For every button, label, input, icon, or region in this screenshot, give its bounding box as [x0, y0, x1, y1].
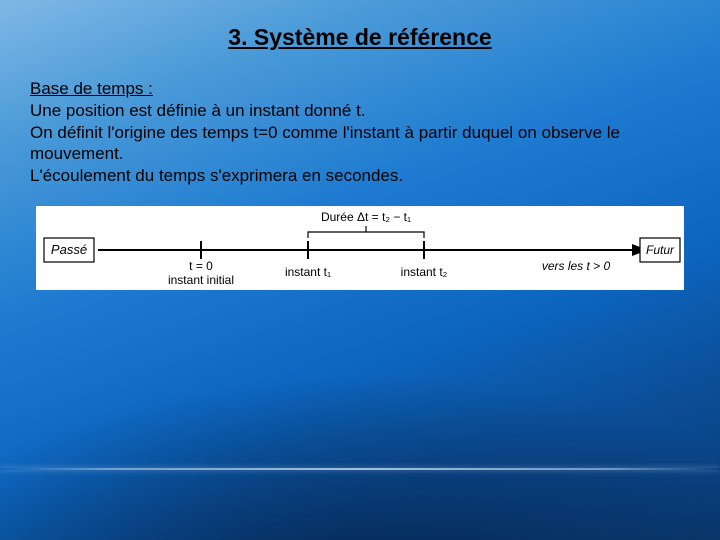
past-box-label: Passé: [51, 242, 87, 257]
right-caption: vers les t > 0: [542, 259, 611, 273]
future-box-label: Futur: [646, 243, 675, 257]
duration-label: Durée Δt = t₂ − t₁: [321, 210, 411, 224]
timeline-svg: Passé t = 0 instant initial instant t₁ i…: [36, 206, 684, 290]
tick-t1-bottom: instant t₁: [285, 265, 331, 279]
body-line-1: Une position est définie à un instant do…: [30, 101, 366, 120]
tick-t0-bottom: instant initial: [168, 273, 234, 287]
slide-title: 3. Système de référence: [0, 24, 720, 51]
tick-t2-bottom: instant t₂: [401, 265, 448, 279]
body-line-3: L'écoulement du temps s'exprimera en sec…: [30, 166, 403, 185]
body-line-2: On définit l'origine des temps t=0 comme…: [30, 123, 620, 164]
timeline-diagram: Passé t = 0 instant initial instant t₁ i…: [36, 206, 684, 290]
duration-connector: [308, 232, 424, 238]
slide-body: Base de temps : Une position est définie…: [30, 78, 690, 187]
slide: 3. Système de référence Base de temps : …: [0, 0, 720, 540]
body-heading: Base de temps :: [30, 79, 153, 98]
tick-t0-top: t = 0: [189, 259, 213, 273]
